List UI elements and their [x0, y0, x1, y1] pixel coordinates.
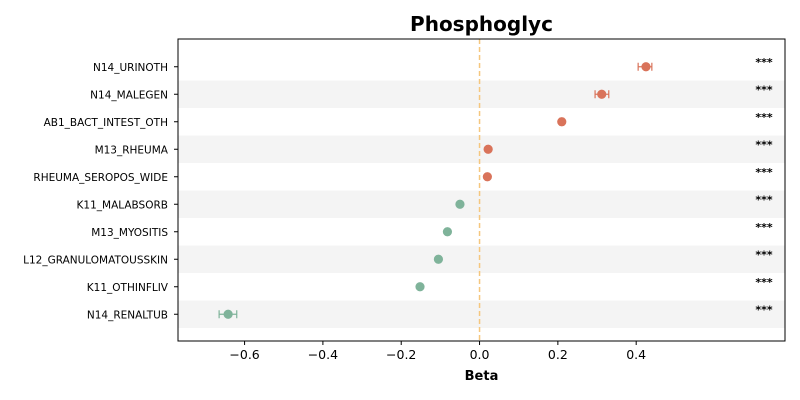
x-axis-ticks: −0.6 −0.4 −0.2 0.0 0.2 0.4	[229, 341, 646, 362]
category-label: K11_OTHINFLIV	[87, 282, 169, 294]
category-label: N14_RENALTUB	[87, 309, 168, 321]
data-point	[557, 117, 567, 127]
category-label: L12_GRANULOMATOUSSKIN	[23, 254, 168, 266]
significance-marker: ***	[755, 303, 773, 316]
significance-marker: ***	[755, 111, 773, 124]
significance-marker: ***	[755, 276, 773, 289]
row-stripes	[178, 80, 785, 328]
data-point	[483, 144, 493, 154]
category-label: N14_URINOTH	[93, 62, 168, 74]
data-point	[442, 227, 453, 237]
x-tick-label: −0.2	[386, 347, 416, 362]
data-point	[455, 199, 465, 209]
plot-frame	[177, 38, 786, 342]
x-tick-label: −0.4	[308, 347, 338, 362]
category-label: K11_MALABSORB	[77, 199, 168, 211]
data-point	[433, 254, 444, 264]
significance-marker: ***	[755, 83, 773, 96]
category-label: AB1_BACT_INTEST_OTH	[44, 117, 168, 129]
data-point	[641, 62, 651, 72]
x-tick-label: 0.2	[548, 347, 568, 362]
chart-title: Phosphoglyc	[410, 12, 553, 36]
row-stripe	[178, 245, 785, 273]
row-stripe	[178, 80, 785, 108]
data-point	[223, 309, 233, 319]
row-stripe	[178, 135, 785, 163]
significance-marker: ***	[755, 221, 773, 234]
significance-marker: ***	[755, 56, 773, 69]
x-tick-label: 0.0	[470, 347, 490, 362]
significance-marker: ***	[755, 138, 773, 151]
category-labels: N14_URINOTH N14_MALEGEN AB1_BACT_INTEST_OT…	[23, 62, 178, 321]
data-points	[223, 62, 651, 319]
category-label: N14_MALEGEN	[90, 89, 168, 101]
significance-labels: *** *** *** *** *** *** *** *** *** ***	[755, 56, 773, 317]
significance-marker: ***	[755, 248, 773, 261]
significance-marker: ***	[755, 193, 773, 206]
category-label: RHEUMA_SEROPOS_WIDE	[33, 172, 168, 184]
x-tick-label: 0.4	[626, 347, 646, 362]
row-stripe	[178, 300, 785, 328]
category-label: M13_MYOSITIS	[91, 227, 168, 239]
x-tick-label: −0.6	[229, 347, 259, 362]
data-point	[415, 282, 425, 292]
x-axis-label: Beta	[465, 369, 499, 384]
row-stripe	[178, 190, 785, 218]
category-label: M13_RHEUMA	[95, 144, 169, 156]
data-point	[482, 172, 492, 182]
data-point	[597, 89, 607, 99]
significance-marker: ***	[755, 166, 773, 179]
